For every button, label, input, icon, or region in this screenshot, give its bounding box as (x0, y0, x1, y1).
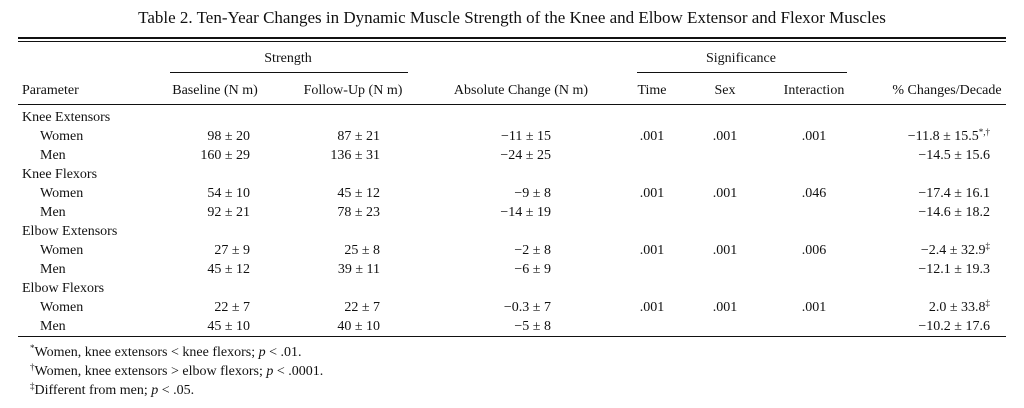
footnote-mark: ‡ (985, 241, 991, 251)
row-label: Women (40, 186, 84, 201)
cell-baseline: 160 ± 29 (200, 148, 250, 163)
cell-baseline: 92 ± 21 (207, 205, 250, 220)
column-header-parameter: Parameter (22, 83, 79, 98)
pct-value: 2.0 ± 33.8 (928, 300, 986, 315)
cell-time: .001 (639, 300, 665, 315)
cell-followup: 25 ± 8 (344, 243, 380, 258)
section-label: Knee Extensors (22, 110, 111, 125)
column-header-time: Time (637, 83, 667, 98)
footnote-symbol: * (30, 343, 35, 353)
cell-pct-change: −11.8 ± 15.5*,† (907, 127, 990, 145)
cell-pct-change: −2.4 ± 32.9‡ (920, 241, 991, 259)
row-label: Women (40, 243, 84, 258)
cell-time: .001 (639, 186, 665, 201)
footnote-p: p (266, 364, 274, 379)
footnote-text: Different from men; (34, 383, 152, 398)
footnote-symbol: ‡ (30, 381, 35, 391)
group-header-significance: Significance (706, 51, 776, 66)
cell-pct-change: −17.4 ± 16.1 (918, 186, 990, 202)
column-header-pct-changes: % Changes/Decade (892, 83, 1002, 98)
table-title: Table 2. Ten-Year Changes in Dynamic Mus… (138, 8, 886, 27)
cell-absolute-change: −6 ± 9 (514, 262, 551, 277)
pct-value: −14.5 ± 15.6 (918, 148, 990, 163)
cell-absolute-change: −9 ± 8 (514, 186, 551, 201)
cell-time: .001 (639, 129, 665, 144)
cell-followup: 40 ± 10 (337, 319, 380, 334)
cell-absolute-change: −24 ± 25 (500, 148, 551, 163)
cell-pct-change: −12.1 ± 19.3 (918, 262, 990, 278)
footnote-p: p (151, 383, 159, 398)
cell-baseline: 54 ± 10 (207, 186, 250, 201)
row-label: Men (40, 319, 66, 334)
cell-interaction: .006 (801, 243, 827, 258)
cell-sex: .001 (712, 129, 738, 144)
cell-absolute-change: −14 ± 19 (500, 205, 551, 220)
cell-sex: .001 (712, 243, 738, 258)
top-rule-thick (18, 37, 1006, 39)
cell-baseline: 45 ± 12 (207, 262, 250, 277)
footnote-symbol: † (30, 362, 35, 372)
pct-value: −17.4 ± 16.1 (918, 186, 990, 201)
pct-value: −10.2 ± 17.6 (918, 319, 990, 334)
section-label: Elbow Flexors (22, 281, 105, 296)
top-rule-thin (18, 41, 1006, 42)
footnote-mark: ‡ (985, 298, 991, 308)
column-header-absolute-change: Absolute Change (N m) (453, 83, 589, 98)
cell-baseline: 98 ± 20 (207, 129, 250, 144)
header-bottom-rule (18, 104, 1006, 105)
footnote-line: ‡Different from men; p < .05. (30, 381, 195, 399)
pct-value: −11.8 ± 15.5 (907, 129, 979, 144)
footnote-text: Women, knee extensors < knee flexors; (34, 345, 259, 360)
cell-interaction: .046 (801, 186, 827, 201)
cell-followup: 87 ± 21 (337, 129, 380, 144)
cell-baseline: 45 ± 10 (207, 319, 250, 334)
section-label: Knee Flexors (22, 167, 98, 182)
column-header-interaction: Interaction (783, 83, 845, 98)
column-header-baseline: Baseline (N m) (172, 83, 258, 98)
cell-interaction: .001 (801, 129, 827, 144)
footnote-threshold: < .05. (158, 383, 195, 398)
group-header-strength: Strength (264, 51, 312, 66)
column-header-followup: Follow-Up (N m) (303, 83, 403, 98)
cell-pct-change: 2.0 ± 33.8‡ (928, 298, 991, 316)
cell-pct-change: −14.5 ± 15.6 (918, 148, 990, 164)
cell-sex: .001 (712, 186, 738, 201)
row-label: Men (40, 262, 66, 277)
pct-value: −14.6 ± 18.2 (918, 205, 990, 220)
row-label: Men (40, 148, 66, 163)
cell-followup: 22 ± 7 (344, 300, 380, 315)
cell-pct-change: −14.6 ± 18.2 (918, 205, 990, 221)
cell-absolute-change: −2 ± 8 (514, 243, 551, 258)
footnote-line: *Women, knee extensors < knee flexors; p… (30, 343, 302, 361)
row-label: Women (40, 300, 84, 315)
cell-followup: 78 ± 23 (337, 205, 380, 220)
strength-group-rule (170, 72, 408, 73)
footnote-line: †Women, knee extensors > elbow flexors; … (30, 362, 324, 380)
column-header-sex: Sex (714, 83, 736, 98)
cell-absolute-change: −0.3 ± 7 (503, 300, 551, 315)
cell-time: .001 (639, 243, 665, 258)
cell-pct-change: −10.2 ± 17.6 (918, 319, 990, 335)
row-label: Women (40, 129, 84, 144)
pct-value: −2.4 ± 32.9 (920, 243, 986, 258)
footnote-threshold: < .0001. (273, 364, 324, 379)
cell-followup: 39 ± 11 (337, 262, 380, 277)
cell-absolute-change: −5 ± 8 (514, 319, 551, 334)
pct-value: −12.1 ± 19.3 (918, 262, 990, 277)
cell-followup: 45 ± 12 (337, 186, 380, 201)
significance-group-rule (637, 72, 847, 73)
cell-baseline: 22 ± 7 (214, 300, 250, 315)
footnote-threshold: < .01. (265, 345, 302, 360)
footnote-text: Women, knee extensors > elbow flexors; (34, 364, 267, 379)
cell-followup: 136 ± 31 (330, 148, 380, 163)
row-label: Men (40, 205, 66, 220)
cell-absolute-change: −11 ± 15 (500, 129, 551, 144)
footnote-mark: *,† (978, 127, 990, 137)
cell-sex: .001 (712, 300, 738, 315)
cell-interaction: .001 (801, 300, 827, 315)
table-bottom-rule (18, 336, 1006, 337)
section-label: Elbow Extensors (22, 224, 118, 239)
cell-baseline: 27 ± 9 (214, 243, 250, 258)
footnote-p: p (258, 345, 266, 360)
